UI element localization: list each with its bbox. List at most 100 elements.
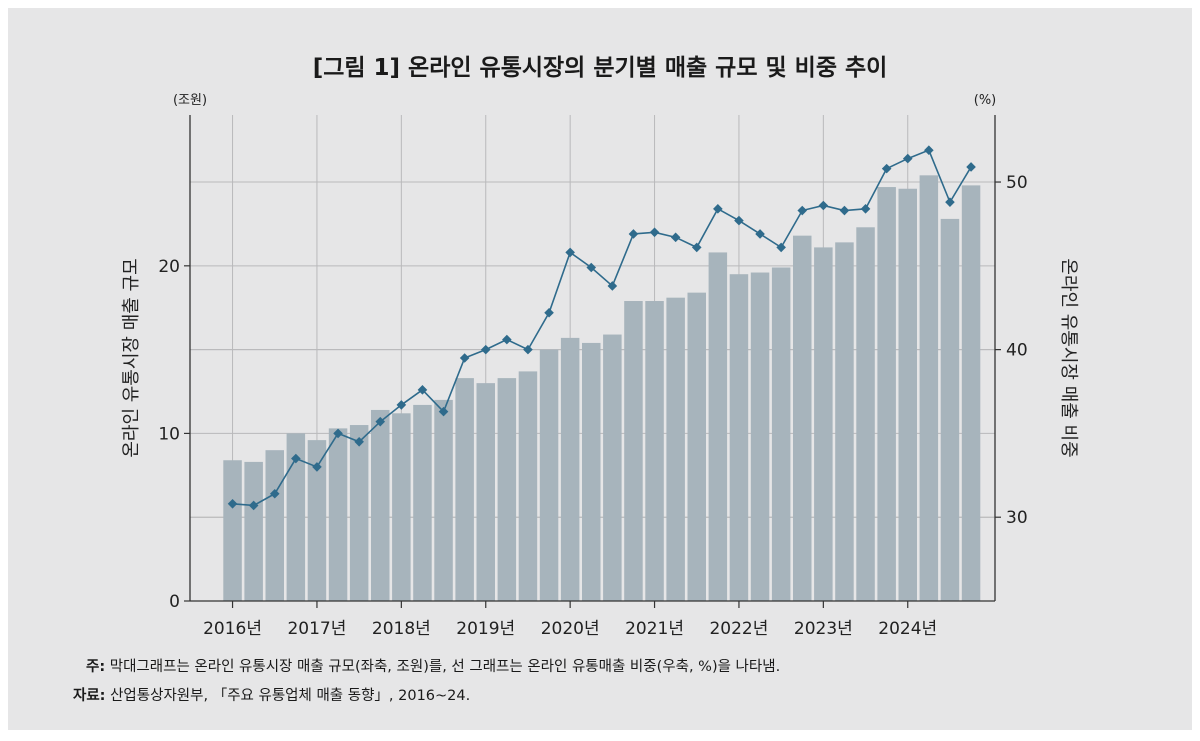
share-point: [860, 204, 871, 214]
share-point: [924, 145, 934, 155]
share-point: [269, 488, 280, 499]
share-point: [227, 499, 238, 509]
chart-title: [그림 1] 온라인 유통시장의 분기별 매출 규모 및 비중 추이: [312, 55, 888, 81]
source-text: 산업통상자원부, 「주요 유통업체 매출 동향」, 2016~24.: [110, 688, 471, 704]
bar: [708, 252, 728, 601]
bar: [392, 413, 411, 601]
x-tick-label: 2019년: [456, 619, 515, 639]
bar: [434, 399, 453, 601]
bar: [856, 227, 875, 601]
bar: [455, 378, 474, 601]
bar-series: [223, 175, 981, 602]
bar: [244, 461, 263, 601]
bar: [603, 334, 622, 601]
y-left-title: 온라인 유통시장 매출 규모: [121, 258, 142, 457]
bar: [687, 292, 706, 601]
y-left-unit: (조원): [173, 93, 207, 108]
source-label: 자료:: [73, 688, 106, 704]
share-point: [523, 344, 533, 355]
bar: [877, 187, 896, 601]
bar: [919, 175, 939, 601]
share-point: [248, 500, 259, 511]
bar: [624, 301, 643, 601]
bar: [582, 342, 601, 601]
share-point: [312, 462, 322, 472]
share-point: [375, 416, 386, 427]
x-tick-label: 2017년: [287, 619, 346, 639]
bar: [307, 440, 327, 601]
line-series: [227, 145, 976, 511]
bar: [286, 433, 306, 601]
share-point: [480, 344, 491, 355]
share-point: [354, 436, 364, 447]
bar: [961, 185, 981, 601]
axis-labels: 2016년 2017년 2018년 2019년 2020년 2021년 2022년 2023년…: [121, 93, 1079, 639]
share-point: [459, 353, 470, 363]
source-line: 자료: 산업통상자원부, 「주요 유통업체 매출 동향」, 2016~24.: [73, 684, 470, 705]
share-point: [417, 385, 428, 395]
share-point: [628, 229, 639, 239]
x-tick-label: 2024년: [878, 619, 937, 639]
share-point: [333, 428, 343, 439]
bar: [371, 409, 390, 601]
x-tick-label: 2022년: [709, 619, 768, 639]
y-right-title: 온라인 유통시장 매출 비중: [1058, 258, 1079, 457]
bar: [666, 297, 685, 601]
bar: [349, 425, 369, 601]
share-point: [945, 197, 955, 207]
share-point: [902, 153, 913, 164]
share-point: [438, 406, 449, 417]
y-left-tick-label: 10: [158, 424, 180, 444]
note-label: 주:: [86, 659, 106, 675]
share-point: [797, 205, 808, 216]
share-point: [607, 281, 618, 291]
bar: [940, 218, 960, 601]
share-point: [713, 204, 723, 214]
share-point: [691, 242, 702, 253]
x-tick-label: 2021년: [625, 619, 684, 639]
share-point: [396, 400, 407, 410]
share-point: [544, 307, 554, 318]
bar: [771, 267, 791, 601]
bar: [560, 337, 580, 601]
x-tick-label: 2018년: [372, 619, 431, 639]
share-point: [670, 232, 681, 243]
share-point: [776, 242, 786, 253]
share-point: [839, 205, 850, 216]
share-point: [818, 200, 829, 211]
bar: [476, 383, 495, 601]
bar: [729, 274, 749, 601]
bar: [645, 301, 664, 601]
note-line: 주: 막대그래프는 온라인 유통시장 매출 규모(좌축, 조원)를, 선 그래프…: [86, 655, 780, 676]
bar: [497, 378, 517, 601]
bar: [518, 371, 538, 601]
share-point: [734, 215, 744, 226]
share-point: [966, 162, 976, 172]
bar: [898, 188, 917, 602]
share-point: [755, 229, 765, 239]
share-point: [881, 163, 892, 174]
bar: [793, 235, 812, 602]
y-left-tick-label: 20: [158, 257, 180, 277]
bar: [265, 450, 284, 601]
x-tick-label: 2023년: [794, 619, 853, 639]
share-point: [502, 334, 512, 345]
bar: [835, 242, 854, 601]
x-tick-label: 2020년: [541, 619, 600, 639]
bar: [328, 428, 348, 601]
y-right-tick-label: 30: [1006, 508, 1028, 528]
x-tick-label: 2016년: [203, 619, 262, 639]
bar: [413, 404, 432, 601]
share-point: [649, 227, 660, 238]
bar: [750, 272, 770, 601]
y-left-tick-label: 0: [169, 592, 180, 612]
y-right-tick-label: 50: [1006, 173, 1028, 193]
axes: [184, 115, 1001, 608]
share-point: [565, 247, 575, 258]
share-point: [586, 262, 597, 273]
bar: [223, 460, 242, 601]
bar: [814, 247, 833, 601]
y-right-tick-label: 40: [1006, 341, 1028, 361]
share-point: [291, 453, 301, 464]
